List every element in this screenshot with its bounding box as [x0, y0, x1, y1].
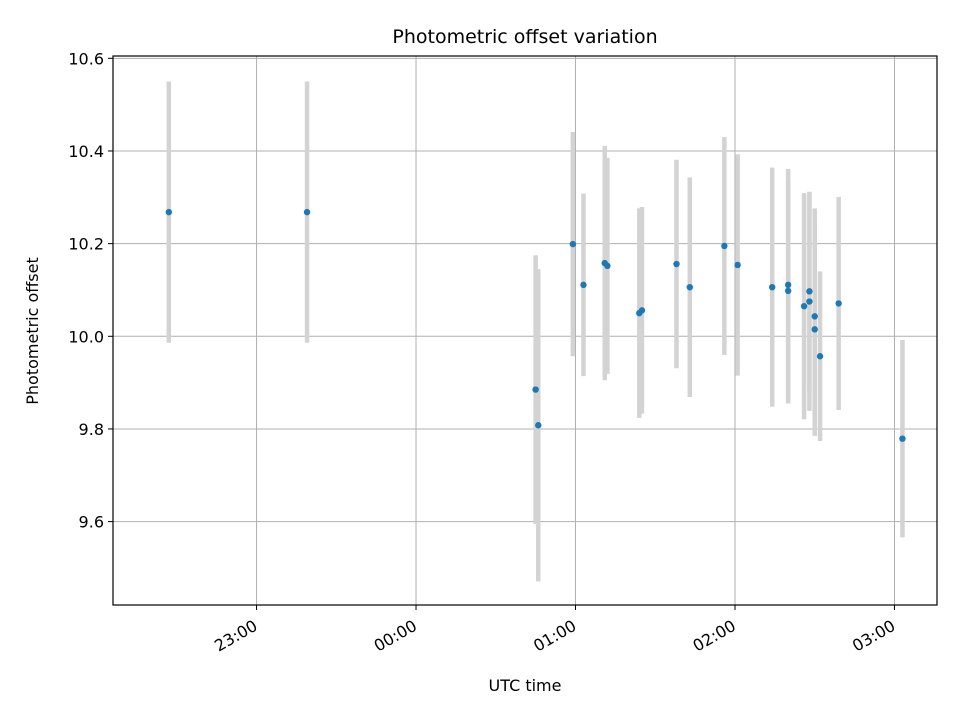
- data-points: [165, 208, 906, 442]
- y-tick-label: 9.8: [79, 420, 104, 439]
- data-point: [806, 298, 813, 305]
- x-axis-label: UTC time: [489, 676, 562, 695]
- data-point: [784, 281, 792, 289]
- data-point: [835, 300, 842, 307]
- y-tick-label: 10.4: [68, 142, 104, 161]
- data-point: [638, 307, 646, 314]
- data-point: [532, 386, 539, 393]
- y-axis: 9.6 9.8 10.0 10.2 10.4 10.6: [68, 49, 113, 532]
- y-tick-label: 10.0: [68, 327, 104, 346]
- data-point: [303, 208, 311, 216]
- data-point: [604, 262, 611, 270]
- data-point: [165, 208, 173, 216]
- data-point: [673, 260, 680, 268]
- grid: [113, 56, 937, 605]
- data-point: [800, 302, 808, 310]
- data-point: [811, 313, 818, 320]
- data-point: [535, 422, 542, 429]
- data-point: [734, 261, 741, 269]
- data-point: [769, 283, 776, 291]
- plot-frame: [112, 55, 938, 606]
- y-axis-label: Photometric offset: [23, 257, 42, 405]
- data-point: [686, 283, 693, 291]
- data-point: [569, 240, 577, 248]
- chart-title: Photometric offset variation: [392, 26, 657, 48]
- data-point: [816, 353, 824, 360]
- data-point: [784, 287, 792, 295]
- data-point: [899, 435, 906, 442]
- data-point: [806, 288, 813, 295]
- y-tick-label: 10.2: [68, 235, 104, 254]
- y-tick-label: 10.6: [68, 49, 104, 68]
- data-point: [811, 326, 818, 333]
- data-point: [721, 242, 728, 250]
- y-tick-label: 9.6: [79, 513, 104, 532]
- data-point: [580, 281, 587, 289]
